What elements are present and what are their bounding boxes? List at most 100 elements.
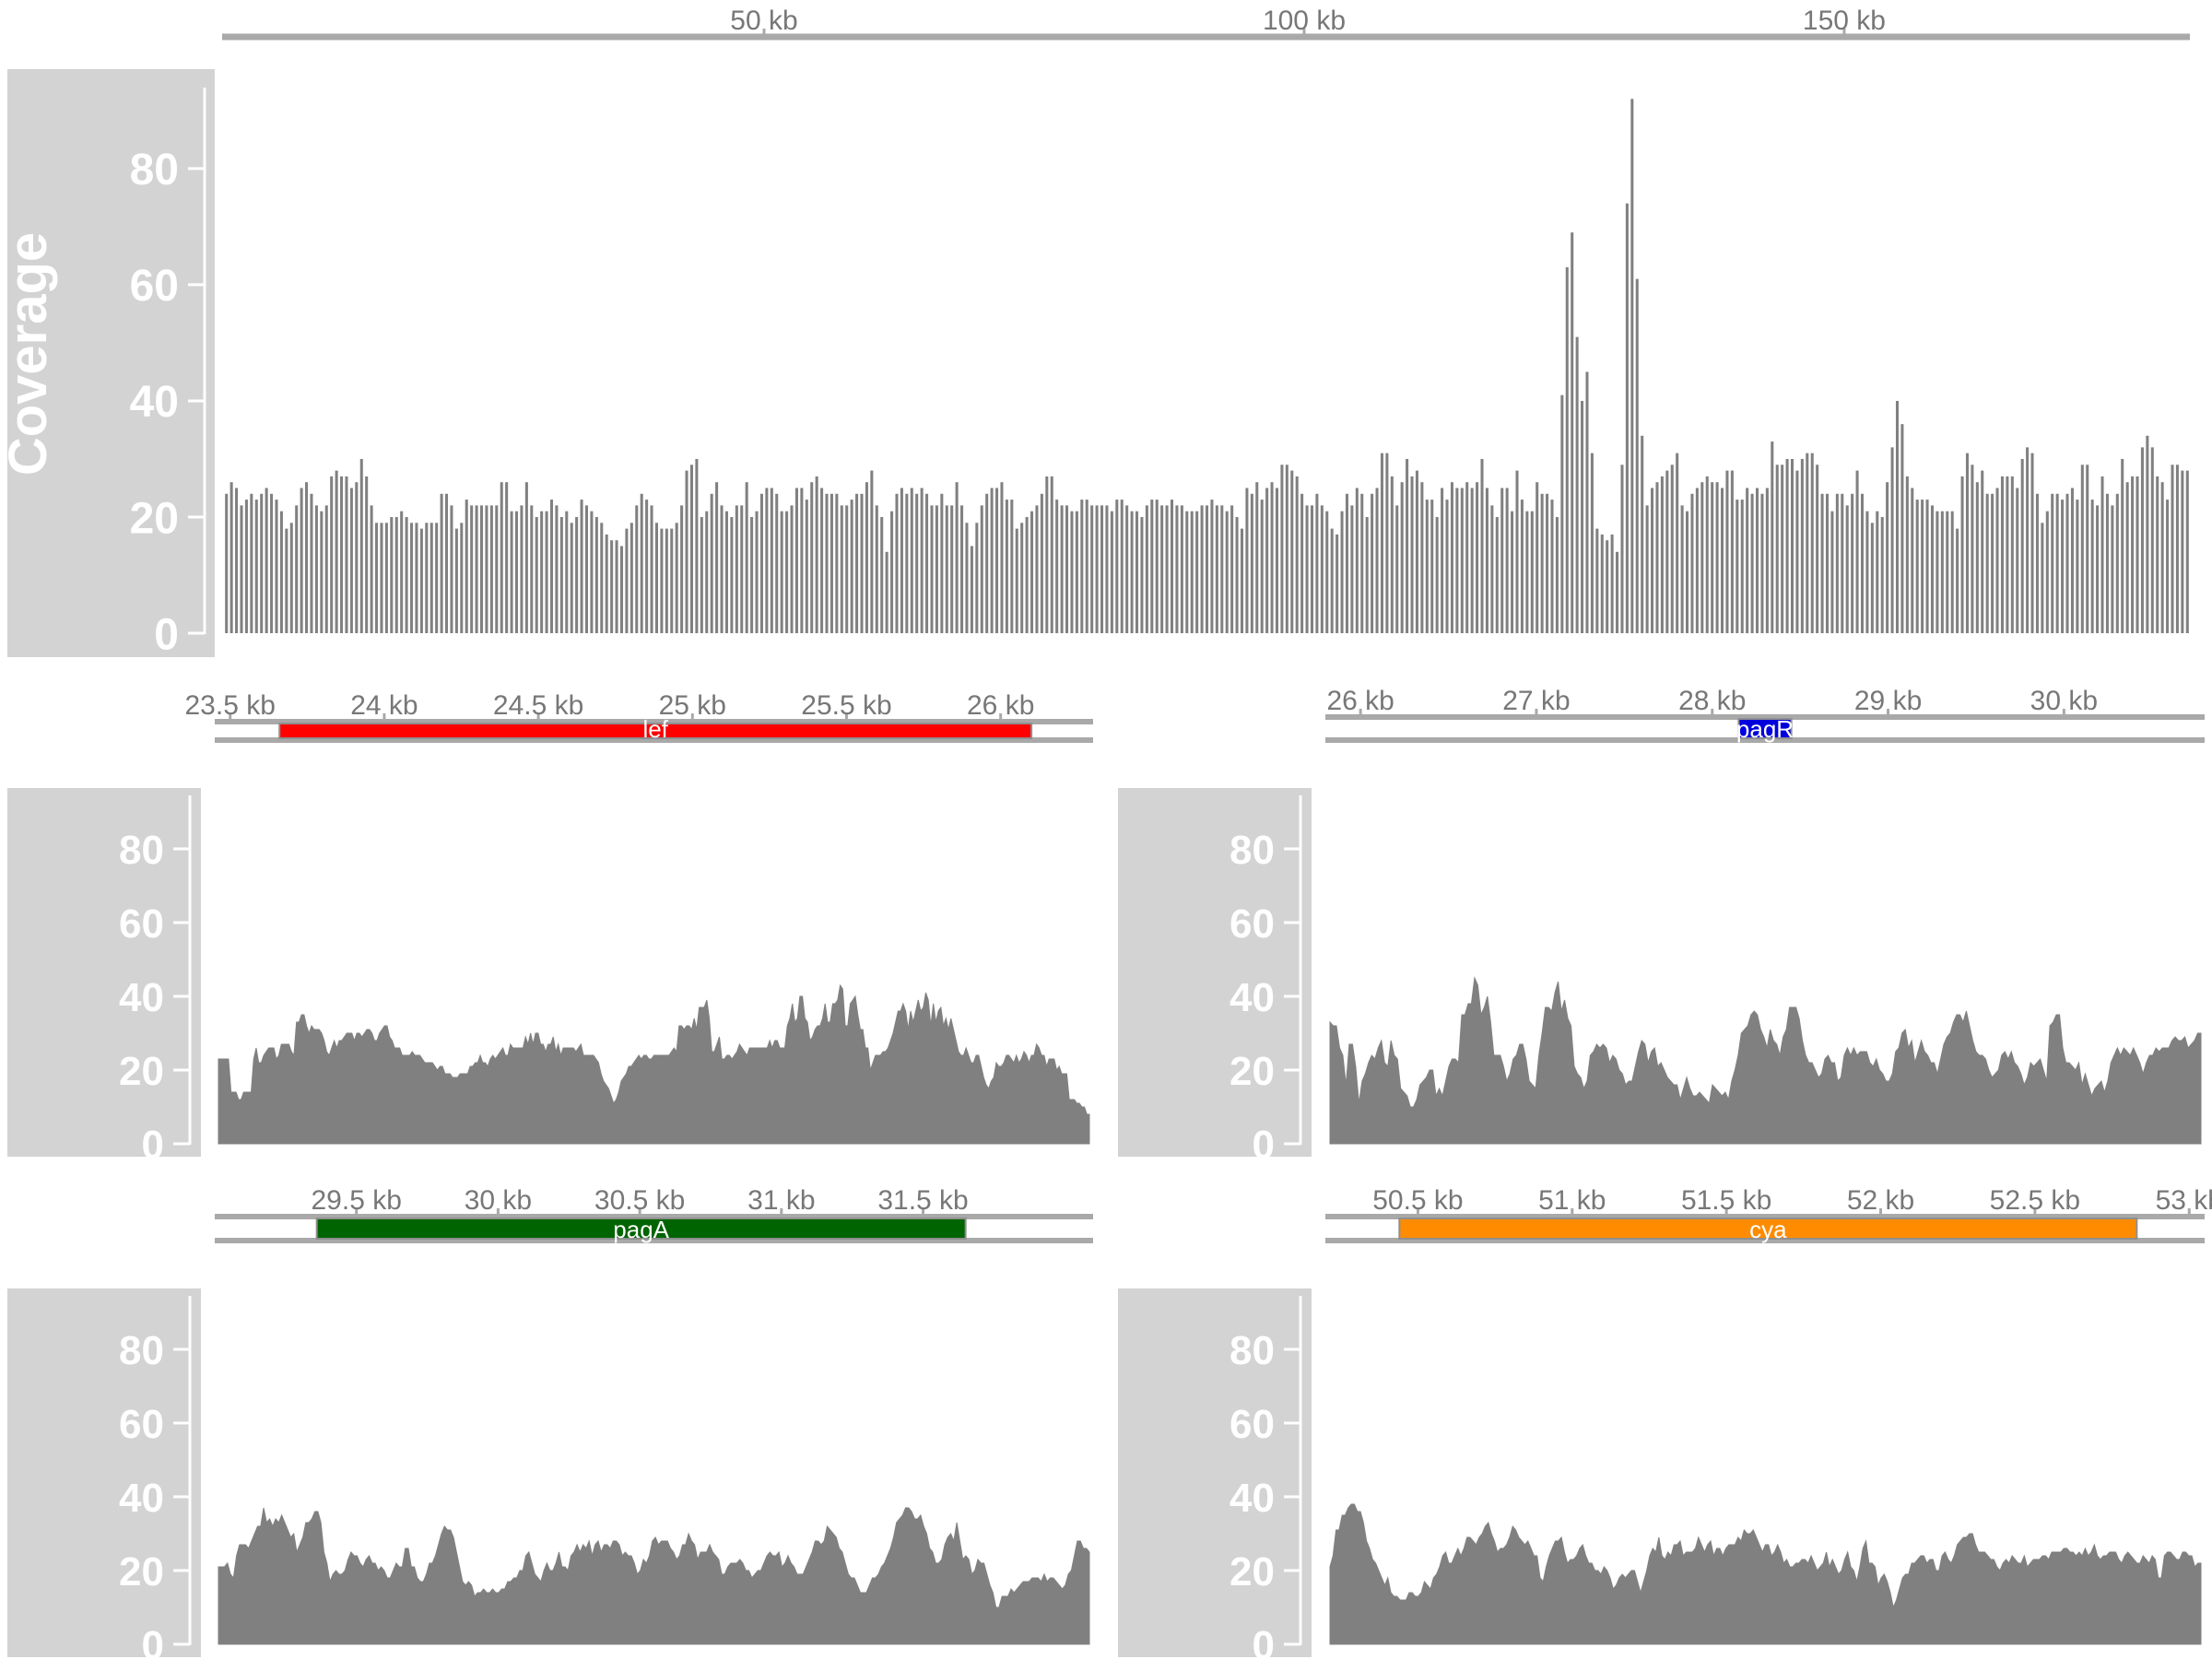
overview-coverage-bar: [489, 505, 493, 633]
overview-coverage-bar: [1915, 500, 1919, 633]
overview-coverage-bar: [875, 505, 878, 633]
overview-coverage-bar: [429, 523, 433, 633]
overview-coverage-bar: [1055, 500, 1059, 633]
overview-coverage-bar: [1420, 482, 1424, 633]
cya-scale-tick-label: 52.5 kb: [1990, 1185, 2080, 1216]
overview-coverage-bar: [1606, 540, 1609, 633]
overview-coverage-bar: [1520, 500, 1524, 633]
overview-coverage-bar: [1245, 488, 1249, 633]
overview-scale-tick-label: 150 kb: [1803, 6, 1886, 36]
overview-coverage-bar: [805, 500, 808, 633]
overview-coverage-bar: [1260, 500, 1264, 633]
overview-coverage-bar: [1480, 458, 1484, 633]
cya-gene-box: [1398, 1218, 2138, 1240]
overview-coverage-bar: [1870, 523, 1874, 633]
overview-coverage-bar: [1250, 493, 1253, 633]
lef-coverage-area: [218, 983, 1090, 1145]
overview-coverage-bar: [2175, 465, 2179, 633]
overview-coverage-bar: [910, 488, 913, 633]
overview-coverage-bar: [1020, 523, 1024, 633]
overview-coverage-bar: [880, 516, 884, 633]
pagR-coverage-area: [1329, 976, 2202, 1145]
overview-coverage-bar: [1610, 534, 1614, 633]
cya-gene-label: cya: [1749, 1216, 1787, 1243]
overview-coverage-bar: [400, 511, 404, 633]
overview-coverage-bar: [1130, 511, 1134, 633]
cya-coverage-area: [1329, 1503, 2202, 1645]
pagR-gene-box: [1737, 718, 1793, 739]
overview-coverage-bar: [345, 476, 348, 633]
overview-coverage-bar: [1406, 458, 1409, 633]
overview-coverage-bar: [1040, 493, 1043, 633]
overview-coverage-bar: [735, 505, 738, 633]
overview-coverage-bar: [1956, 528, 1959, 633]
overview-coverage-bar: [1746, 488, 1749, 633]
overview-coverage-bar: [915, 493, 919, 633]
overview-coverage-bar: [835, 493, 839, 633]
overview-coverage-bar: [1655, 482, 1659, 633]
overview-coverage-bar: [1880, 516, 1884, 633]
overview-coverage-bar: [770, 488, 773, 633]
cya-scale-tick-label: 52 kb: [1847, 1185, 1914, 1216]
overview-coverage-bar: [980, 505, 983, 633]
overview-coverage-bar: [785, 511, 789, 633]
overview-coverage-bar: [289, 523, 293, 633]
overview-coverage-bar: [1210, 500, 1214, 633]
overview-coverage-bar: [1220, 505, 1224, 633]
cya-panel: 0 20 40 60 80 50.5 kb 51 kb 51.5 kb 52 kb 52.5 kb…: [1118, 1185, 2212, 1659]
overview-coverage-bar: [1400, 482, 1404, 633]
overview-coverage-bar: [355, 482, 359, 633]
overview-coverage-bar: [1135, 511, 1139, 633]
overview-coverage-bar: [295, 505, 299, 633]
overview-coverage-bar: [394, 516, 398, 633]
overview-coverage-bar: [710, 493, 713, 633]
overview-coverage-bar: [1760, 493, 1764, 633]
overview-coverage-bar: [1100, 505, 1104, 633]
overview-coverage-bar: [1740, 500, 1744, 633]
overview-coverage-bar: [1305, 505, 1309, 633]
overview-coverage-bar: [520, 505, 524, 633]
overview-coverage-bar: [715, 482, 719, 633]
overview-coverage-bar: [570, 523, 573, 633]
lef-y-tick-label: 0: [142, 1123, 164, 1168]
overview-coverage-bar: [720, 505, 724, 633]
overview-coverage-bar: [1560, 394, 1564, 633]
pagA-scale-tick-label: 31.5 kb: [877, 1185, 968, 1216]
overview-coverage-bar: [1841, 493, 1844, 633]
overview-coverage-bar: [1585, 371, 1589, 633]
overview-coverage-bar: [1265, 488, 1269, 633]
overview-coverage-bar: [675, 523, 678, 633]
pagA-coverage-area: [218, 1507, 1090, 1645]
overview-coverage-bar: [415, 523, 418, 633]
overview-coverage-bar: [765, 488, 769, 633]
cya-y-tick-label: 40: [1230, 1476, 1275, 1521]
overview-coverage-bar: [940, 493, 944, 633]
overview-coverage-bar: [279, 511, 283, 633]
overview-coverage-bar: [365, 476, 369, 633]
overview-coverage-bar: [1050, 476, 1053, 633]
overview-coverage-bar: [479, 505, 484, 633]
overview-coverage-bar: [1005, 500, 1008, 633]
overview-coverage-bar: [229, 482, 233, 633]
overview-coverage-bar: [970, 546, 973, 633]
overview-coverage-bar: [610, 540, 614, 633]
overview-coverage-bar: [285, 528, 288, 633]
overview-coverage-bar: [2086, 465, 2089, 633]
overview-coverage-bar: [1511, 511, 1514, 633]
overview-coverage-bar: [1425, 500, 1429, 633]
overview-coverage-bar: [1500, 488, 1504, 633]
overview-coverage-bar: [1721, 488, 1724, 633]
overview-coverage-bar: [2171, 465, 2174, 633]
overview-coverage-bar: [349, 488, 353, 633]
overview-coverage-bar: [1715, 482, 1719, 633]
cya-scale-tick-label: 53 kb: [2156, 1185, 2212, 1216]
overview-coverage-bar: [865, 482, 868, 633]
overview-coverage-bar: [1150, 500, 1154, 633]
overview-coverage-bar: [629, 523, 633, 633]
overview-coverage-bar: [275, 500, 278, 633]
overview-coverage-bar: [405, 516, 408, 633]
overview-coverage-bar: [1460, 488, 1464, 633]
overview-y-tick-label: 80: [130, 146, 179, 194]
overview-coverage-bar: [2100, 476, 2104, 633]
overview-coverage-bar: [945, 505, 948, 633]
